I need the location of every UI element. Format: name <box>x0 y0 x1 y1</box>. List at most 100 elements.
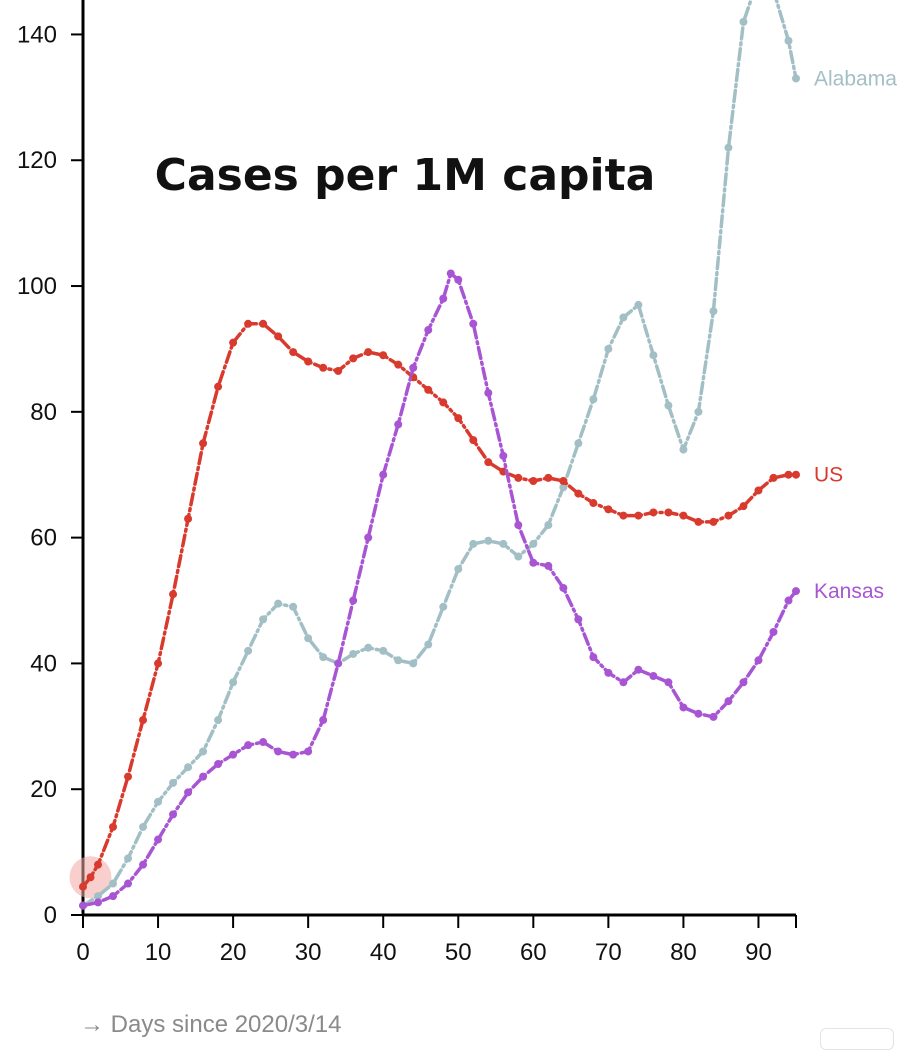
data-point <box>169 810 178 819</box>
data-point <box>349 649 358 658</box>
x-tick-label: 30 <box>295 939 322 966</box>
data-point <box>559 477 568 486</box>
x-tick-label: 80 <box>670 939 697 966</box>
data-point <box>364 643 373 652</box>
y-tick-label: 120 <box>17 147 57 174</box>
data-point <box>109 879 118 888</box>
data-point <box>394 420 403 429</box>
data-point <box>289 750 298 759</box>
data-point <box>94 892 103 901</box>
data-point <box>619 511 628 520</box>
data-point <box>739 17 748 26</box>
y-tick-label: 60 <box>30 525 57 552</box>
data-point <box>424 326 433 335</box>
data-point <box>544 561 553 570</box>
data-point <box>379 470 388 479</box>
x-tick-label: 60 <box>520 939 547 966</box>
data-point <box>544 473 553 482</box>
data-point <box>454 414 463 423</box>
x-tick-label: 0 <box>76 939 89 966</box>
data-point <box>499 451 508 460</box>
data-point <box>514 552 523 561</box>
series-label: Alabama <box>814 67 897 90</box>
data-point <box>349 354 358 363</box>
data-point <box>694 517 703 526</box>
data-point <box>739 678 748 687</box>
y-tick-label: 100 <box>17 273 57 300</box>
data-point <box>529 477 538 486</box>
data-point <box>649 351 658 360</box>
x-tick-label: 40 <box>370 939 397 966</box>
data-point <box>604 344 613 353</box>
data-point <box>86 873 95 882</box>
data-point <box>709 712 718 721</box>
data-point <box>139 716 148 725</box>
series-layer: Alabama US Kansas <box>69 0 897 910</box>
data-point <box>334 366 343 375</box>
data-point <box>304 634 313 643</box>
data-point <box>469 539 478 548</box>
chart-title: Cases per 1M capita <box>155 150 656 201</box>
data-point <box>319 716 328 725</box>
data-point <box>94 898 103 907</box>
data-point <box>574 439 583 448</box>
x-tick-label: 20 <box>220 939 247 966</box>
data-point <box>469 436 478 445</box>
data-point <box>139 860 148 869</box>
data-point <box>244 741 253 750</box>
data-point <box>394 656 403 665</box>
data-point <box>739 502 748 511</box>
data-point <box>784 36 793 45</box>
data-point <box>649 508 658 517</box>
data-point <box>634 511 643 520</box>
data-point <box>184 788 193 797</box>
data-point <box>529 558 538 567</box>
y-tick-label: 20 <box>30 776 57 803</box>
data-point <box>709 307 718 316</box>
data-point <box>469 319 478 328</box>
data-point <box>604 505 613 514</box>
data-point <box>214 382 223 391</box>
data-point <box>454 275 463 284</box>
data-point <box>484 536 493 545</box>
y-tick-label: 80 <box>30 399 57 426</box>
data-point <box>514 521 523 530</box>
data-point <box>514 473 523 482</box>
data-point <box>274 599 283 608</box>
data-point <box>364 348 373 357</box>
data-point <box>424 385 433 394</box>
data-point <box>634 300 643 309</box>
data-point <box>229 338 238 347</box>
data-point <box>769 473 778 482</box>
data-point <box>649 671 658 680</box>
data-point <box>199 772 208 781</box>
data-point <box>379 646 388 655</box>
data-point <box>574 489 583 498</box>
data-point <box>259 738 268 747</box>
data-point <box>79 882 87 891</box>
data-point <box>199 747 208 756</box>
data-point <box>229 750 238 759</box>
data-point <box>769 627 778 636</box>
data-point <box>619 678 628 687</box>
data-point <box>154 797 163 806</box>
data-point <box>484 388 493 397</box>
data-point <box>124 854 133 863</box>
data-point <box>454 565 463 574</box>
data-point <box>424 640 433 649</box>
data-point <box>754 486 763 495</box>
data-point <box>109 892 118 901</box>
y-tick-label: 140 <box>17 21 57 48</box>
data-point <box>679 703 688 712</box>
data-point <box>154 835 163 844</box>
data-point <box>349 596 358 605</box>
data-point <box>589 499 598 508</box>
series-line <box>81 322 798 889</box>
series-kansas: Kansas <box>79 269 884 910</box>
data-point <box>589 395 598 404</box>
data-point <box>244 646 253 655</box>
corner-widget <box>820 1028 894 1050</box>
x-tick-label: 10 <box>145 939 172 966</box>
data-point <box>484 458 493 467</box>
data-point <box>394 360 403 369</box>
